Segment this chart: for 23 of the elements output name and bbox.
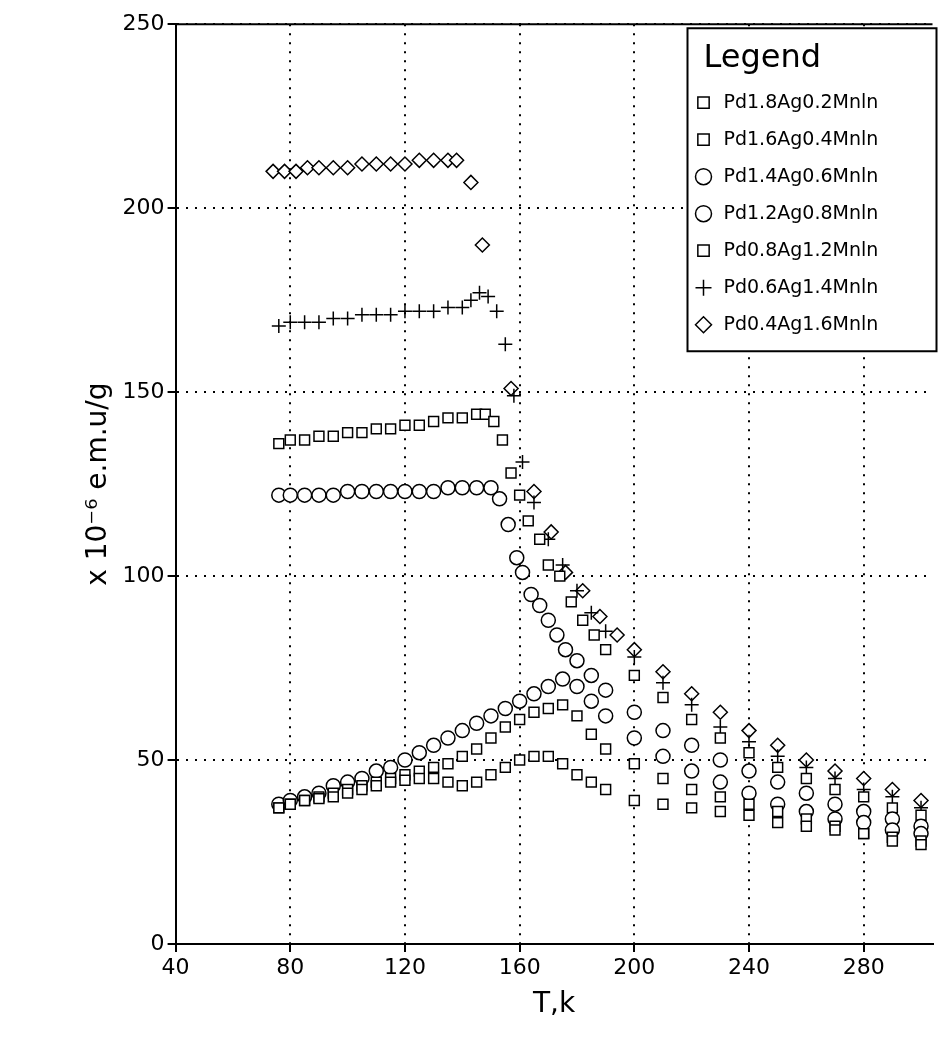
x-axis-title: T,k (531, 986, 576, 1020)
y-tick-label: 100 (122, 561, 165, 587)
y-tick-label: 50 (136, 745, 165, 771)
y-tick-label: 150 (122, 377, 165, 403)
legend-title: Legend (703, 36, 822, 75)
legend-label: Pd1.6Ag0.4Mnln (723, 126, 879, 149)
x-tick-label: 240 (728, 953, 771, 979)
x-tick-label: 200 (613, 953, 656, 979)
legend-label: Pd1.2Ag0.8Mnln (723, 200, 879, 223)
x-tick-label: 80 (276, 953, 305, 979)
y-tick-label: 250 (122, 9, 165, 35)
legend-label: Pd0.8Ag1.2Mnln (723, 237, 879, 260)
x-tick-label: 280 (842, 953, 885, 979)
x-tick-label: 160 (498, 953, 541, 979)
x-tick-label: 120 (383, 953, 426, 979)
y-axis-title: x 10⁻⁶ e.m.u/g (80, 382, 114, 586)
legend-label: Pd0.6Ag1.4Mnln (723, 274, 879, 297)
legend-label: Pd1.4Ag0.6Mnln (723, 163, 879, 186)
legend-label: Pd0.4Ag1.6Mnln (723, 311, 879, 334)
y-tick-label: 0 (150, 929, 165, 955)
legend-label: Pd1.8Ag0.2Mnln (723, 89, 879, 112)
x-tick-label: 40 (161, 953, 190, 979)
y-tick-label: 200 (122, 193, 165, 219)
